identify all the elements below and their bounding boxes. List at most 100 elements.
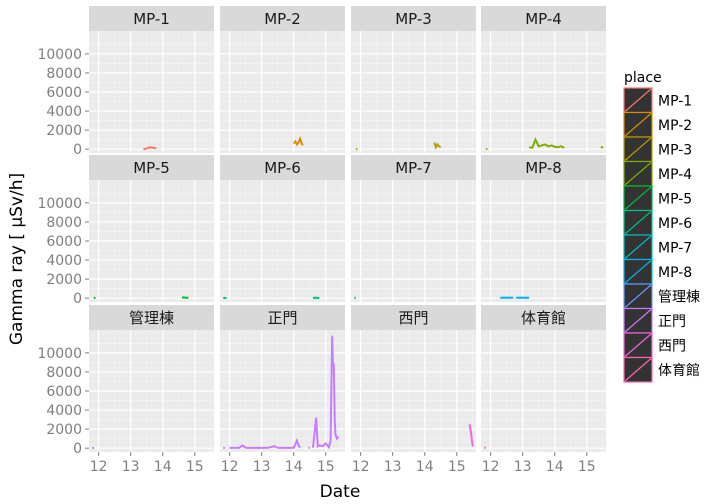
x-tick-label: 14 xyxy=(285,459,303,475)
y-tick-label: 4000 xyxy=(46,253,82,269)
facet-6: MP-6 xyxy=(220,155,345,302)
facet-strip-label: MP-4 xyxy=(525,10,562,28)
y-tick-label: 10000 xyxy=(37,346,82,362)
legend-key-line xyxy=(624,88,652,112)
legend-label: MP-2 xyxy=(658,118,692,134)
facet-12: 体育館 xyxy=(481,305,606,452)
legend-label: MP-8 xyxy=(658,265,692,281)
series-line xyxy=(311,335,340,450)
facet-strip-label: 体育館 xyxy=(521,309,566,327)
x-tick-label: 13 xyxy=(384,459,402,475)
legend-label: MP-5 xyxy=(658,191,692,207)
series-line xyxy=(229,437,301,449)
facet-2: MP-2 xyxy=(220,6,345,153)
x-tick-label: 13 xyxy=(514,459,532,475)
legend-key-line xyxy=(624,333,652,357)
x-tick-label: 12 xyxy=(482,459,500,475)
legend-item: MP-8 xyxy=(623,258,692,285)
facet-strip-label: MP-7 xyxy=(395,159,432,177)
x-axis-title: Date xyxy=(320,482,361,502)
legend-label: MP-3 xyxy=(658,142,692,158)
legend-item: MP-3 xyxy=(623,136,692,163)
facet-strip xyxy=(481,305,606,330)
legend-key-line xyxy=(624,113,652,137)
y-tick-label: 8000 xyxy=(46,365,82,381)
series-line xyxy=(468,424,474,447)
y-tick-label: 8000 xyxy=(46,66,82,82)
series-line xyxy=(600,145,604,149)
legend-label: 西門 xyxy=(658,338,686,354)
legend-label: MP-7 xyxy=(658,240,692,256)
facet-strip xyxy=(481,6,606,31)
facet-strip-label: MP-2 xyxy=(264,10,301,28)
legend-label: 管理棟 xyxy=(658,289,700,305)
series-line xyxy=(528,137,565,149)
y-tick-label: 10000 xyxy=(37,196,82,212)
facet-10: 正門 xyxy=(220,305,345,452)
x-tick-label: 15 xyxy=(317,459,335,475)
facet-strip-label: 西門 xyxy=(398,309,428,327)
legend-item: 正門 xyxy=(623,307,686,334)
facet-strip xyxy=(220,6,345,31)
legend-key-line xyxy=(624,309,652,333)
x-tick-label: 12 xyxy=(221,459,239,475)
facet-strip xyxy=(481,155,606,180)
legend-key-line xyxy=(624,260,652,284)
facet-7: MP-7 xyxy=(351,155,476,302)
legend-key-line xyxy=(624,211,652,235)
facet-strip-label: MP-5 xyxy=(133,159,170,177)
legend-label: 体育館 xyxy=(658,362,700,379)
legend-item: MP-2 xyxy=(623,111,692,138)
x-tick-label: 14 xyxy=(546,459,564,475)
legend-title: place xyxy=(624,70,662,86)
y-tick-label: 4000 xyxy=(46,403,82,419)
x-tick-label: 15 xyxy=(448,459,466,475)
legend-item: MP-1 xyxy=(623,87,692,114)
x-tick-label: 13 xyxy=(253,459,271,475)
legend-label: MP-1 xyxy=(658,93,692,109)
legend-item: 西門 xyxy=(623,332,686,359)
facet-strip-label: MP-6 xyxy=(264,159,301,177)
facet-strip xyxy=(351,155,476,180)
legend-key-line xyxy=(624,235,652,259)
legend: place MP-1 MP-2 MP-3 MP-4 MP-5 MP-6 MP-7 MP-8 管理… xyxy=(623,70,700,383)
facet-strip xyxy=(351,305,476,330)
facet-panels: MP-1 MP-2 MP-3 MP-4 MP-5 MP-6 MP-7 MP-8 管理棟 正門 西門 体… xyxy=(89,6,606,452)
facet-11: 西門 xyxy=(351,305,476,452)
facet-strip-label: 正門 xyxy=(267,309,297,327)
y-tick-label: 10000 xyxy=(37,47,82,63)
y-tick-label: 6000 xyxy=(46,234,82,250)
x-tick-label: 14 xyxy=(416,459,434,475)
y-tick-label: 2000 xyxy=(46,272,82,288)
y-tick-label: 0 xyxy=(73,291,82,307)
x-tick-label: 12 xyxy=(90,459,108,475)
facet-8: MP-8 xyxy=(481,155,606,302)
series-line xyxy=(292,135,304,147)
facet-strip xyxy=(220,155,345,180)
y-tick-label: 4000 xyxy=(46,104,82,120)
facet-strip xyxy=(89,6,214,31)
y-tick-label: 6000 xyxy=(46,384,82,400)
facet-3: MP-3 xyxy=(351,6,476,153)
x-tick-label: 14 xyxy=(154,459,172,475)
facet-strip xyxy=(351,6,476,31)
legend-key-line xyxy=(624,358,652,382)
legend-label: 正門 xyxy=(658,314,686,330)
legend-key-line xyxy=(624,284,652,308)
series-line xyxy=(143,146,157,151)
facet-strip xyxy=(89,155,214,180)
facet-strip xyxy=(89,305,214,330)
series-line xyxy=(433,142,442,150)
facet-9: 管理棟 xyxy=(89,305,214,452)
y-tick-label: 0 xyxy=(73,441,82,457)
legend-item: MP-6 xyxy=(623,209,692,236)
x-axes: 12 13 14 15 12 13 14 15 12 13 14 15 12 13 14 15 xyxy=(90,452,596,475)
legend-key-line xyxy=(624,162,652,186)
legend-item: MP-4 xyxy=(623,160,692,187)
x-tick-label: 12 xyxy=(352,459,370,475)
y-tick-label: 8000 xyxy=(46,215,82,231)
legend-label: MP-4 xyxy=(658,167,692,183)
legend-key-line xyxy=(624,186,652,210)
facet-strip-label: MP-1 xyxy=(133,10,170,28)
facet-4: MP-4 xyxy=(481,6,606,153)
